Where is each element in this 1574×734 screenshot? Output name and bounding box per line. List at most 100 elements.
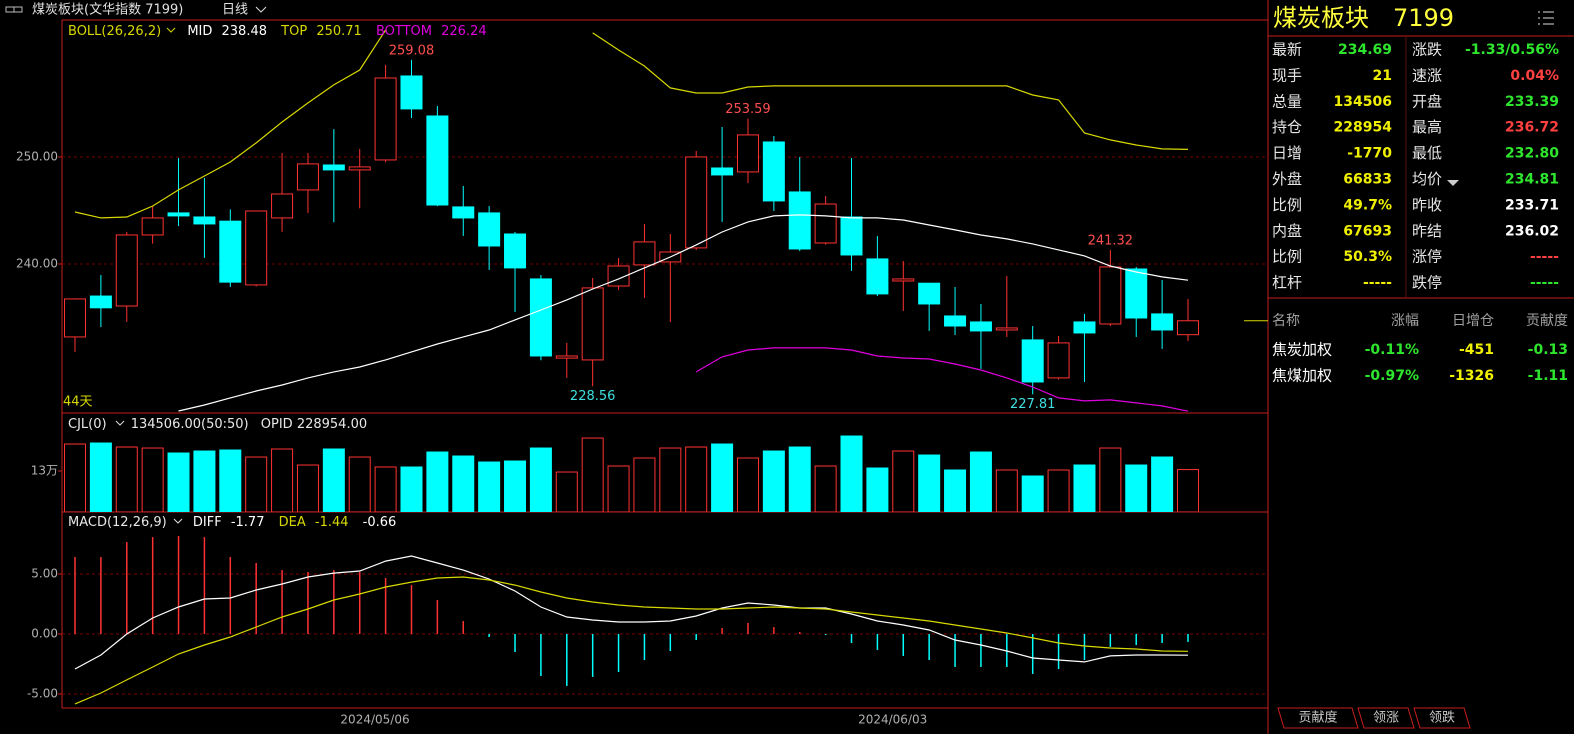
price-pane — [62, 29, 1268, 412]
volume-bar — [762, 450, 785, 512]
component-cell: -0.13 — [1528, 342, 1568, 358]
candle-body — [452, 206, 475, 219]
y-tick-label: 240.00 — [16, 256, 58, 270]
quote-value: -1.33/0.56% — [1465, 42, 1559, 58]
legend-value: 250.71 — [316, 24, 362, 39]
y-tick-label: 250.00 — [16, 149, 58, 163]
macd-pane — [62, 535, 1268, 705]
volume-bar — [89, 442, 112, 512]
symbol-title: 煤炭板块(文华指数 7199) — [32, 3, 183, 18]
quote-value: 236.72 — [1505, 120, 1559, 136]
candle-body — [193, 216, 216, 225]
component-header: 涨幅 — [1391, 313, 1419, 329]
component-header: 贡献度 — [1526, 313, 1568, 329]
period-chevron[interactable] — [255, 6, 267, 13]
volume-bar — [64, 443, 86, 512]
quote-value: 228954 — [1334, 120, 1393, 136]
indicator-chevron[interactable] — [173, 518, 183, 524]
volume-bar — [245, 456, 268, 512]
quote-label: 昨收 — [1412, 196, 1442, 214]
tab-label[interactable]: 贡献度 — [1298, 710, 1337, 726]
candle-body — [219, 220, 242, 283]
component-cell: -1326 — [1449, 368, 1494, 384]
indicator-name[interactable]: BOLL(26,26,2) — [68, 24, 161, 39]
tab-shape — [1413, 707, 1471, 729]
x-tick-label: 2024/06/03 — [858, 713, 927, 727]
period-selector[interactable]: 日线 — [222, 3, 248, 18]
indicator-chevron[interactable] — [166, 27, 176, 33]
quote-label: 速涨 — [1412, 66, 1442, 84]
candle-body — [348, 166, 371, 171]
component-cell[interactable]: 焦炭加权 — [1272, 341, 1332, 359]
avg-price-toggle[interactable] — [1447, 180, 1459, 186]
menu-icon[interactable] — [1538, 11, 1554, 25]
volume-bar — [167, 452, 190, 512]
quote-panel: 煤炭板块 7199 最新 234.69 涨跌 -1.33/0.56% 现手 21 速涨 0.0… — [1268, 4, 1574, 385]
legend-value: -0.66 — [363, 515, 397, 530]
volume-bar — [711, 443, 734, 512]
volume-legend: CJL(0) 134506.00(50:50) OPID 228954.00 — [68, 417, 367, 432]
volume-bar — [529, 447, 552, 512]
quote-label: 跌停 — [1412, 274, 1442, 292]
candle-body — [89, 295, 112, 309]
high-label: 241.32 — [1088, 233, 1134, 248]
candle-body — [504, 233, 527, 269]
quote-value: -1770 — [1347, 146, 1392, 162]
quote-value: 234.69 — [1338, 42, 1392, 58]
quote-value: ----- — [1530, 275, 1559, 291]
quote-label: 开盘 — [1412, 92, 1442, 110]
quote-value: 134506 — [1334, 94, 1392, 110]
volume-bar — [969, 451, 992, 512]
legend-value: -1.44 — [315, 515, 349, 530]
top-bar: 煤炭板块(文华指数 7199) 日线 — [5, 3, 267, 18]
volume-bar — [840, 435, 863, 512]
volume-bar — [892, 450, 915, 512]
candle-body — [814, 203, 837, 244]
volume-bar — [193, 450, 216, 512]
volume-bar — [400, 466, 423, 512]
tab-label[interactable]: 领涨 — [1373, 711, 1399, 726]
indicator-name[interactable]: CJL(0) — [68, 417, 107, 432]
legend-label: TOP — [280, 24, 307, 39]
tab-label[interactable]: 领跌 — [1429, 710, 1455, 726]
legend-label: DIFF — [193, 515, 222, 530]
quote-label: 比例 — [1272, 248, 1302, 266]
legend-label: DEA — [279, 515, 306, 530]
tab-shape — [1277, 707, 1359, 729]
legend-value: 238.48 — [222, 24, 268, 39]
chart-frames — [61, 0, 1269, 734]
candle-body — [141, 217, 164, 236]
quote-label: 最低 — [1412, 144, 1442, 162]
quote-value: 66833 — [1343, 172, 1392, 188]
axes: 240.00 250.00 2024/05/06 2024/06/03 13万 -5.00… — [16, 149, 927, 726]
volume-bar — [504, 460, 527, 512]
quote-code: 7199 — [1393, 4, 1454, 32]
boll-line — [74, 29, 1189, 219]
candle-body — [969, 321, 992, 332]
candle-body — [245, 210, 268, 286]
volume-bar — [1073, 464, 1096, 512]
candle-body — [788, 191, 811, 250]
candle-body — [426, 115, 449, 206]
indicator-chevron[interactable] — [115, 420, 125, 426]
y-tick-label: 0.00 — [31, 626, 58, 640]
volume-bar — [581, 437, 604, 512]
quote-value: ----- — [1530, 249, 1559, 265]
candle-body — [581, 287, 604, 361]
high-label: 259.08 — [389, 43, 435, 58]
quote-label: 外盘 — [1272, 170, 1302, 188]
volume-bar — [478, 461, 501, 512]
quote-name: 煤炭板块 — [1273, 4, 1369, 32]
boll-line — [695, 347, 1189, 412]
component-cell[interactable]: 焦煤加权 — [1272, 367, 1332, 385]
high-label: 253.59 — [725, 102, 771, 117]
link-icon[interactable] — [5, 6, 15, 13]
candle-body — [1099, 266, 1122, 325]
candle-body — [944, 315, 967, 327]
quote-value: ----- — [1363, 275, 1392, 291]
boll-legend: BOLL(26,26,2) MID 238.48 TOP 250.71 BOTT… — [68, 24, 487, 39]
indicator-name[interactable]: MACD(12,26,9) — [68, 515, 167, 530]
quote-label: 昨结 — [1412, 222, 1442, 240]
quote-value: 50.3% — [1343, 249, 1392, 265]
volume-bar — [659, 447, 682, 512]
